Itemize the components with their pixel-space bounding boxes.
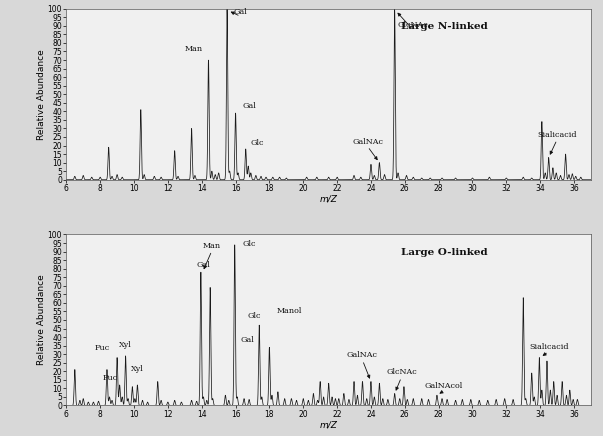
Text: Fuc: Fuc — [103, 374, 118, 382]
Text: GlcNAc: GlcNAc — [386, 368, 417, 376]
Text: Fuc: Fuc — [94, 344, 110, 352]
Text: Man: Man — [184, 45, 203, 53]
Text: GlcNAc: GlcNAc — [398, 21, 429, 29]
Y-axis label: Relative Abundance: Relative Abundance — [37, 49, 46, 140]
X-axis label: m/Z: m/Z — [320, 194, 338, 203]
Text: Gal: Gal — [197, 261, 210, 269]
Text: Xyl: Xyl — [119, 341, 132, 349]
Text: Large N-linked: Large N-linked — [400, 22, 487, 31]
Text: Gal: Gal — [234, 7, 247, 16]
Text: GalNAc: GalNAc — [352, 137, 383, 146]
Text: Man: Man — [203, 242, 221, 250]
Text: Manol: Manol — [277, 307, 302, 315]
Text: Xyl: Xyl — [131, 365, 144, 373]
Text: GalNAcol: GalNAcol — [425, 382, 463, 390]
Text: GalNAc: GalNAc — [347, 351, 378, 359]
Text: Glc: Glc — [247, 312, 261, 320]
Text: Gal: Gal — [242, 102, 256, 109]
Text: Glc: Glc — [251, 139, 264, 147]
Text: Sialicacid: Sialicacid — [537, 131, 577, 139]
Text: Large O-linked: Large O-linked — [401, 248, 487, 257]
Text: Gal: Gal — [241, 336, 254, 344]
Text: Glc: Glc — [242, 240, 256, 248]
Text: Sialicacid: Sialicacid — [529, 343, 569, 351]
Y-axis label: Relative Abundance: Relative Abundance — [37, 275, 46, 365]
X-axis label: m/Z: m/Z — [320, 420, 338, 429]
